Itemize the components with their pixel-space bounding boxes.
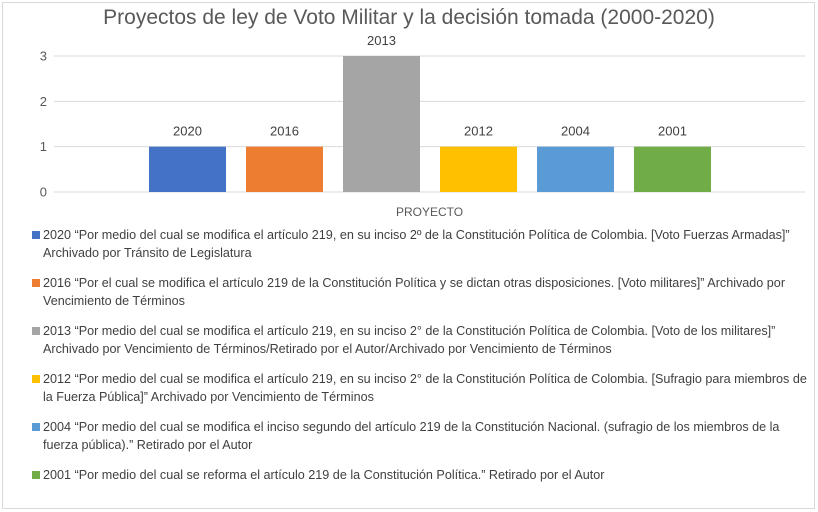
legend-swatch — [32, 375, 40, 383]
y-tick-label: 2 — [40, 94, 47, 109]
bar-data-label: 2016 — [270, 124, 299, 139]
legend-label: 2016 “Por el cual se modifica el artícul… — [43, 276, 786, 308]
bar — [634, 146, 711, 192]
chart-title: Proyectos de ley de Voto Militar y la de… — [103, 6, 715, 29]
y-tick-label: 3 — [40, 49, 47, 64]
plot-area: 0 1 2 3 2020 2016 2013 2012 2004 2001 PROYECTO — [40, 33, 805, 219]
bar — [246, 146, 323, 192]
legend: 2020 “Por medio del cual se modifica el … — [32, 226, 814, 496]
legend-item: 2020 “Por medio del cual se modifica el … — [32, 226, 814, 262]
bar-data-label: 2004 — [561, 124, 590, 139]
bar — [440, 146, 517, 192]
legend-item: 2012 “Por medio del cual se modifica el … — [32, 370, 814, 406]
legend-swatch — [32, 231, 40, 239]
legend-label: 2020 “Por medio del cual se modifica el … — [43, 228, 790, 260]
bar-data-label: 2012 — [464, 124, 493, 139]
bar — [343, 56, 420, 192]
y-tick-label: 1 — [40, 139, 47, 154]
legend-swatch — [32, 327, 40, 335]
legend-item: 2001 “Por medio del cual se reforma el a… — [32, 466, 814, 484]
x-axis-label: PROYECTO — [396, 205, 463, 219]
legend-swatch — [32, 279, 40, 287]
bar — [149, 146, 226, 192]
bar — [537, 146, 614, 192]
legend-swatch — [32, 471, 40, 479]
legend-item: 2013 “Por medio del cual se modifica el … — [32, 322, 814, 358]
bar-data-label: 2001 — [658, 124, 687, 139]
legend-label: 2004 “Por medio del cual se modifica el … — [43, 420, 780, 452]
legend-label: 2012 “Por medio del cual se modifica el … — [43, 372, 807, 404]
bar-data-label: 2013 — [367, 33, 396, 48]
bar-data-label: 2020 — [173, 124, 202, 139]
legend-label: 2001 “Por medio del cual se reforma el a… — [43, 468, 605, 482]
legend-swatch — [32, 423, 40, 431]
legend-item: 2004 “Por medio del cual se modifica el … — [32, 418, 814, 454]
y-tick-label: 0 — [40, 185, 47, 200]
legend-item: 2016 “Por el cual se modifica el artícul… — [32, 274, 814, 310]
legend-label: 2013 “Por medio del cual se modifica el … — [43, 324, 776, 356]
